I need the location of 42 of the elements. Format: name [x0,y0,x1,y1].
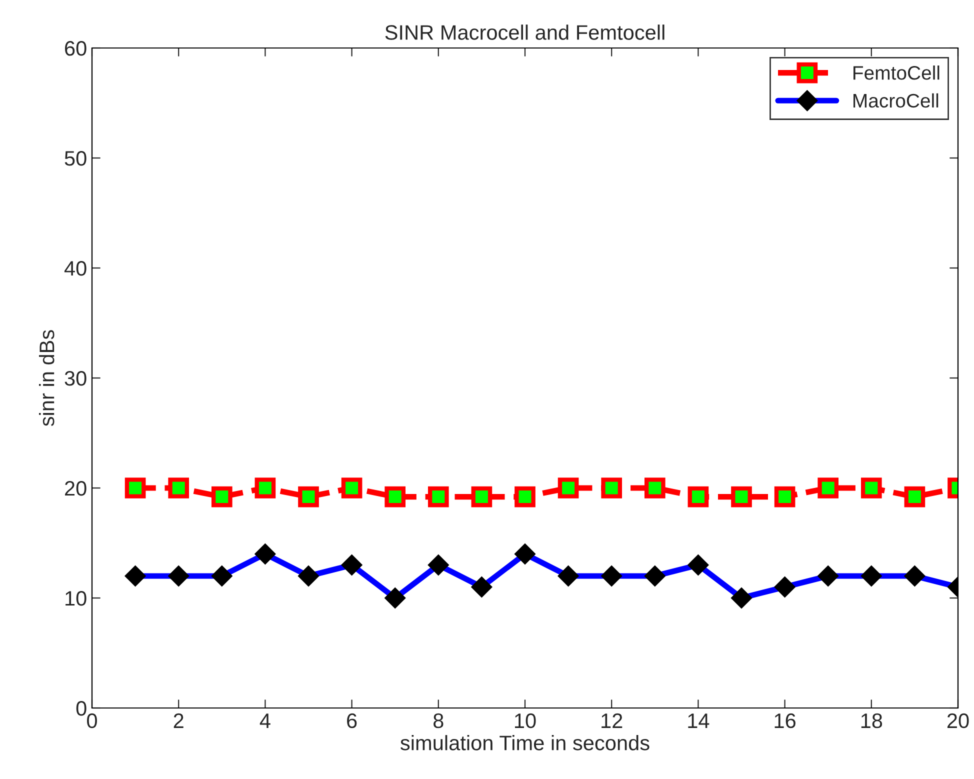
x-tick-label: 18 [861,713,882,728]
point [341,478,362,498]
point [688,486,709,508]
point [124,478,146,498]
point [168,478,190,498]
point [384,486,406,508]
x-tick-label: 4 [260,714,270,728]
y-tick-label: 50 [64,151,86,166]
point [731,486,752,508]
point [471,486,492,508]
y-tick-label: 60 [65,41,86,56]
x-tick-label: 16 [774,713,796,728]
x-tick-label: 0 [87,713,97,728]
point [428,486,449,508]
x-tick-label: 12 [602,713,622,728]
point [558,478,579,498]
y-tick-label: 30 [64,371,86,386]
y-axis-title: sinr in dBs [38,330,54,426]
y-tick-label: 20 [65,481,86,496]
point [774,486,796,508]
point [298,486,319,508]
x-tick-label: 14 [688,714,710,728]
y-tick-label: 0 [76,701,86,716]
point [254,478,276,498]
x-tick-label: 6 [347,713,357,728]
point [644,478,666,498]
x-axis-title: simulation Time in seconds [400,735,650,750]
point [818,478,839,498]
point [904,486,926,508]
point [860,478,882,498]
point [514,486,536,508]
point [601,478,622,498]
x-tick-label: 8 [434,713,444,728]
x-tick-label: 2 [174,713,184,728]
point [211,486,232,508]
legend-label: MacroCell [854,93,938,108]
x-tick-label: 20 [947,713,969,728]
chart-title: SINR Macrocell and Femtocell [385,24,664,40]
y-tick-label: 40 [64,261,86,276]
y-tick-label: 10 [66,591,86,606]
x-tick-label: 10 [515,713,536,728]
legend-label: FemtoCell [854,66,940,80]
